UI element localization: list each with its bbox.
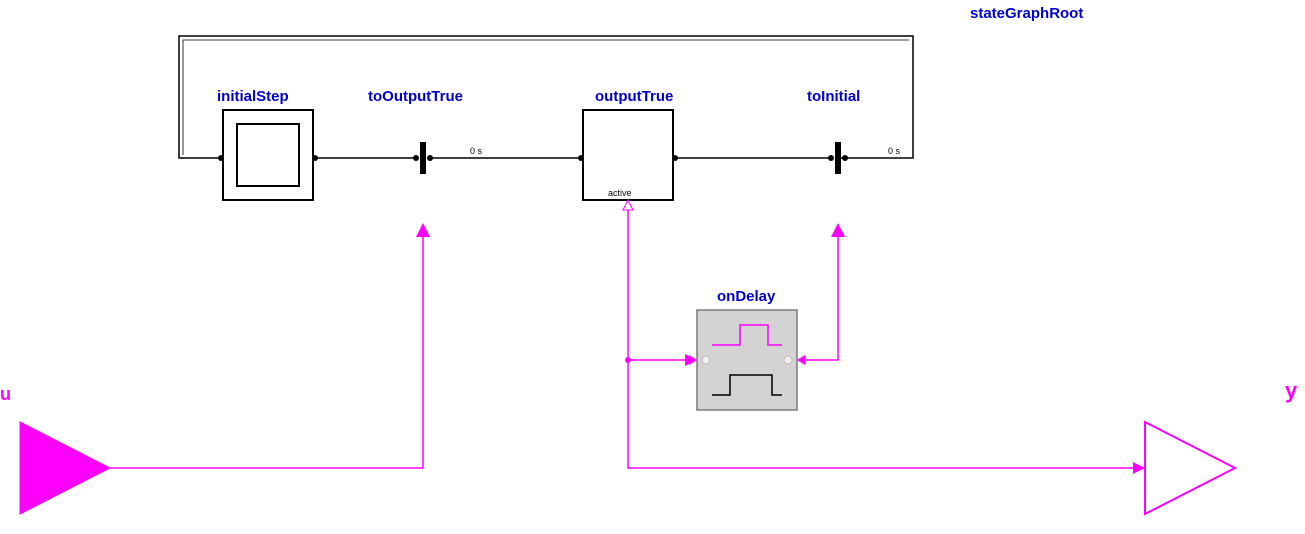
- stategraphroot-label: stateGraphRoot: [970, 5, 1083, 22]
- tooutputtrue-time: 0 s: [470, 146, 482, 156]
- junction-active: [625, 357, 631, 363]
- outputtrue-active-label: active: [608, 188, 632, 198]
- input-port-u: [20, 422, 110, 514]
- toinitial-time: 0 s: [888, 146, 900, 156]
- output-y-label: y: [1285, 378, 1297, 404]
- arrow-ondelay-to-toinitial: [831, 223, 845, 237]
- ondelay-label: onDelay: [717, 288, 775, 305]
- conn-u-to-tooutputtrue: [110, 237, 423, 468]
- diagram-canvas: [0, 0, 1305, 534]
- on-delay-block: [689, 310, 805, 410]
- input-u-label: u: [0, 384, 11, 405]
- conn-ondelay-to-toinitial: [805, 237, 838, 360]
- to-initial-transition: [828, 142, 848, 174]
- tooutputtrue-label: toOutputTrue: [368, 88, 463, 105]
- toinitial-label: toInitial: [807, 88, 860, 105]
- outputtrue-label: outputTrue: [595, 88, 673, 105]
- arrow-to-ondelay: [685, 354, 697, 366]
- arrow-u-to-tooutputtrue: [416, 223, 430, 237]
- initialstep-label: initialStep: [217, 88, 289, 105]
- initial-step-block: [218, 110, 318, 200]
- output-port-y: [1145, 422, 1235, 514]
- arrow-to-y: [1133, 462, 1145, 474]
